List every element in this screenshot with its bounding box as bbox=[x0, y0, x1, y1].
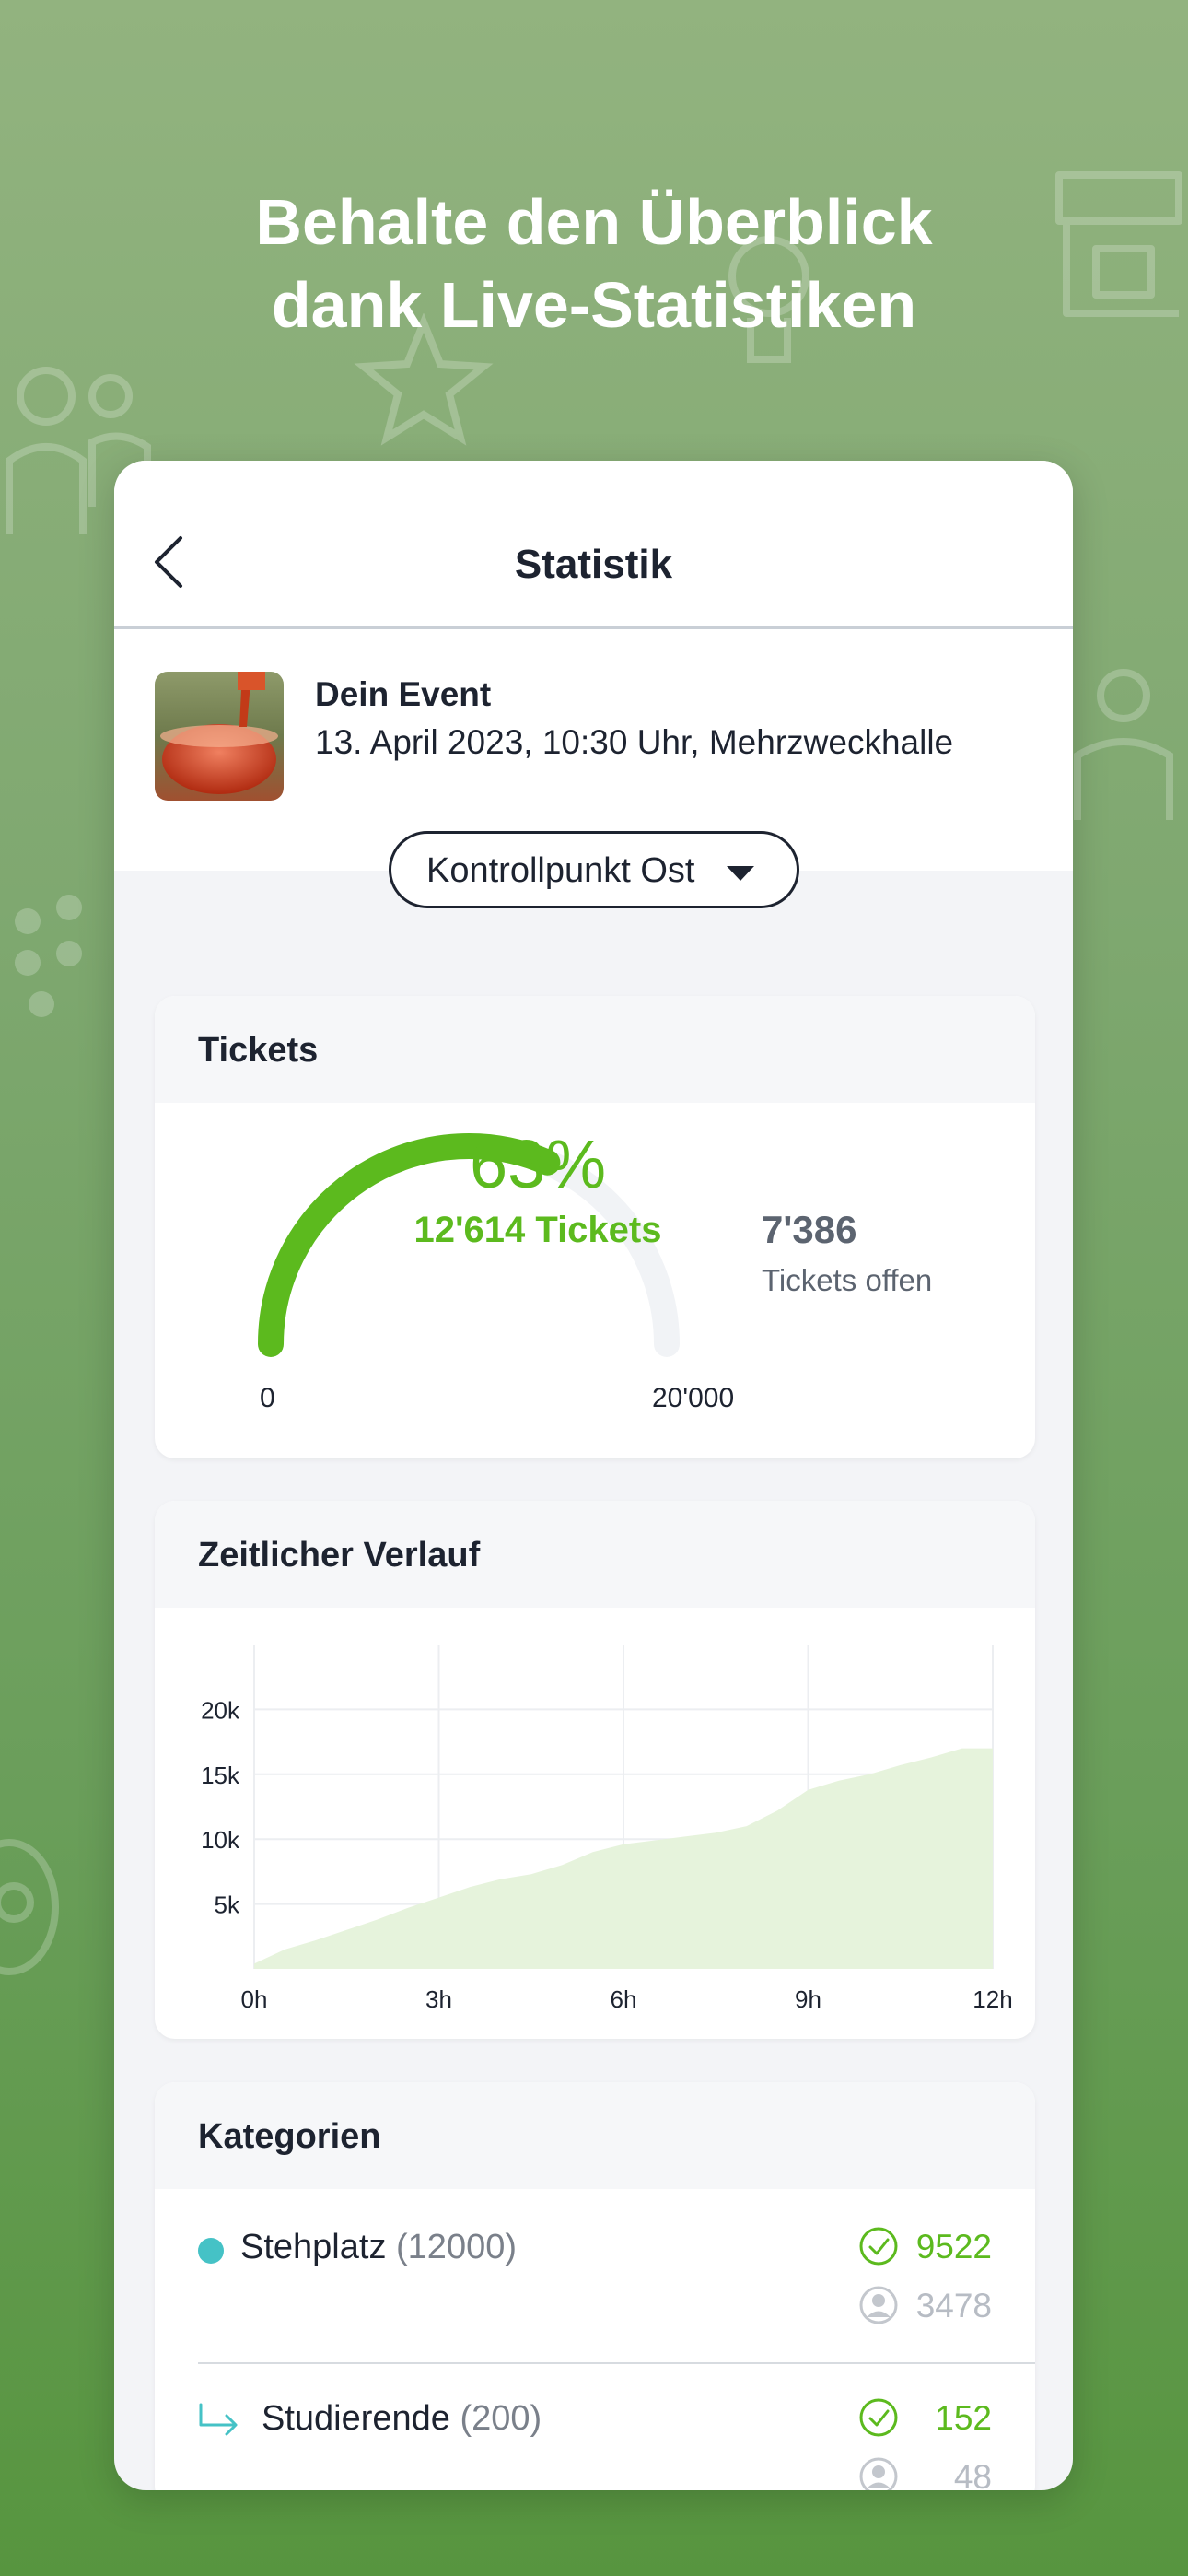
x-tick-label: 9h bbox=[795, 1985, 821, 2013]
category-name-text: Studierende bbox=[262, 2399, 450, 2438]
event-name: Dein Event bbox=[315, 675, 492, 713]
category-divider bbox=[198, 2362, 1035, 2364]
star-icon bbox=[354, 313, 494, 446]
lightbulb-icon bbox=[728, 236, 809, 363]
chevron-left-icon[interactable] bbox=[151, 534, 188, 590]
nav-bar: Statistik bbox=[114, 461, 1073, 629]
y-tick-label: 15k bbox=[201, 1762, 240, 1789]
timeline-panel: Zeitlicher Verlauf 5k 10k 15k 20k 0h 3h 6h 9h 12… bbox=[155, 1501, 1035, 2039]
phone-screen: Statistik Dein Event 13. Apr bbox=[114, 461, 1073, 2490]
tickets-heading: Tickets bbox=[198, 1031, 319, 1070]
category-name: Stehplatz (12000) bbox=[240, 2228, 517, 2267]
gauge-fill bbox=[258, 1133, 561, 1357]
caret-down-icon bbox=[727, 866, 754, 881]
people-icon-right bbox=[1074, 669, 1173, 820]
category-name: Studierende (200) bbox=[262, 2399, 542, 2439]
headline-line-2: dank Live-Statistiken bbox=[271, 269, 917, 341]
checkpoint-select-value: Kontrollpunkt Ost bbox=[426, 851, 695, 890]
categories-heading: Kategorien bbox=[198, 2117, 381, 2156]
category-open-count: 3478 bbox=[915, 2287, 992, 2324]
x-tick-label: 0h bbox=[241, 1985, 268, 2013]
categories-panel-header: Kategorien bbox=[155, 2082, 1035, 2189]
category-open-count: 48 bbox=[953, 2458, 992, 2490]
store-icon bbox=[1055, 171, 1182, 317]
calendar-icon bbox=[15, 895, 82, 1017]
category-capacity: (12000) bbox=[396, 2228, 517, 2266]
event-details: 13. April 2023, 10:30 Uhr, Mehrzweckhall… bbox=[315, 723, 954, 761]
category-capacity: (200) bbox=[460, 2399, 542, 2438]
event-header: Dein Event 13. April 2023, 10:30 Uhr, Me… bbox=[114, 629, 1073, 871]
user-circle-icon bbox=[859, 2457, 898, 2490]
x-tick-label: 6h bbox=[611, 1985, 637, 2013]
gauge-max-label: 20'000 bbox=[652, 1383, 735, 1413]
categories-panel: Kategorien Stehplatz (12000) 9522 3478 bbox=[155, 2082, 1035, 2490]
people-icon bbox=[6, 367, 151, 534]
timeline-heading: Zeitlicher Verlauf bbox=[198, 1536, 481, 1575]
timeline-panel-header: Zeitlicher Verlauf bbox=[155, 1501, 1035, 1608]
area-series bbox=[254, 1748, 993, 1969]
category-checked-count: 9522 bbox=[915, 2228, 992, 2266]
subcategory-arrow-icon bbox=[199, 2403, 238, 2436]
x-tick-label: 12h bbox=[973, 1985, 1012, 2013]
tickets-panel-header: Tickets bbox=[155, 996, 1035, 1103]
tickets-scanned: 12'614 Tickets bbox=[413, 1210, 662, 1250]
x-tick-label: 3h bbox=[425, 1985, 452, 2013]
page-title: Statistik bbox=[514, 542, 673, 587]
y-tick-label: 20k bbox=[201, 1696, 240, 1724]
headline: Behalte den Überblick dank Live-Statisti… bbox=[0, 181, 1188, 346]
headline-line-1: Behalte den Überblick bbox=[255, 186, 933, 258]
category-color-dot bbox=[198, 2238, 224, 2264]
category-checked-count: 152 bbox=[935, 2399, 992, 2437]
event-image bbox=[155, 672, 284, 801]
tickets-open-count: 7'386 bbox=[762, 1208, 857, 1251]
tickets-gauge bbox=[258, 1133, 680, 1357]
user-circle-icon bbox=[859, 2286, 898, 2324]
timeline-chart: 5k 10k 15k 20k 0h 3h 6h 9h 12h bbox=[201, 1645, 1013, 2013]
y-tick-label: 10k bbox=[201, 1826, 240, 1854]
tickets-percent: 63% bbox=[469, 1126, 607, 1202]
pin-icon bbox=[0, 1839, 59, 1975]
category-row[interactable]: Stehplatz (12000) 9522 3478 bbox=[155, 2189, 1035, 2362]
category-row[interactable]: Studierende (200) 152 48 bbox=[155, 2364, 1035, 2490]
check-circle-icon bbox=[859, 2227, 898, 2266]
tickets-open-label: Tickets offen bbox=[762, 1263, 933, 1297]
gauge-min-label: 0 bbox=[260, 1383, 275, 1413]
category-name-text: Stehplatz bbox=[240, 2228, 387, 2266]
check-circle-icon bbox=[859, 2398, 898, 2437]
tickets-panel: Tickets 63% 12'614 Tickets 0 20'000 7'38… bbox=[155, 996, 1035, 1458]
y-tick-label: 5k bbox=[215, 1891, 240, 1919]
checkpoint-select[interactable]: Kontrollpunkt Ost bbox=[389, 831, 799, 908]
